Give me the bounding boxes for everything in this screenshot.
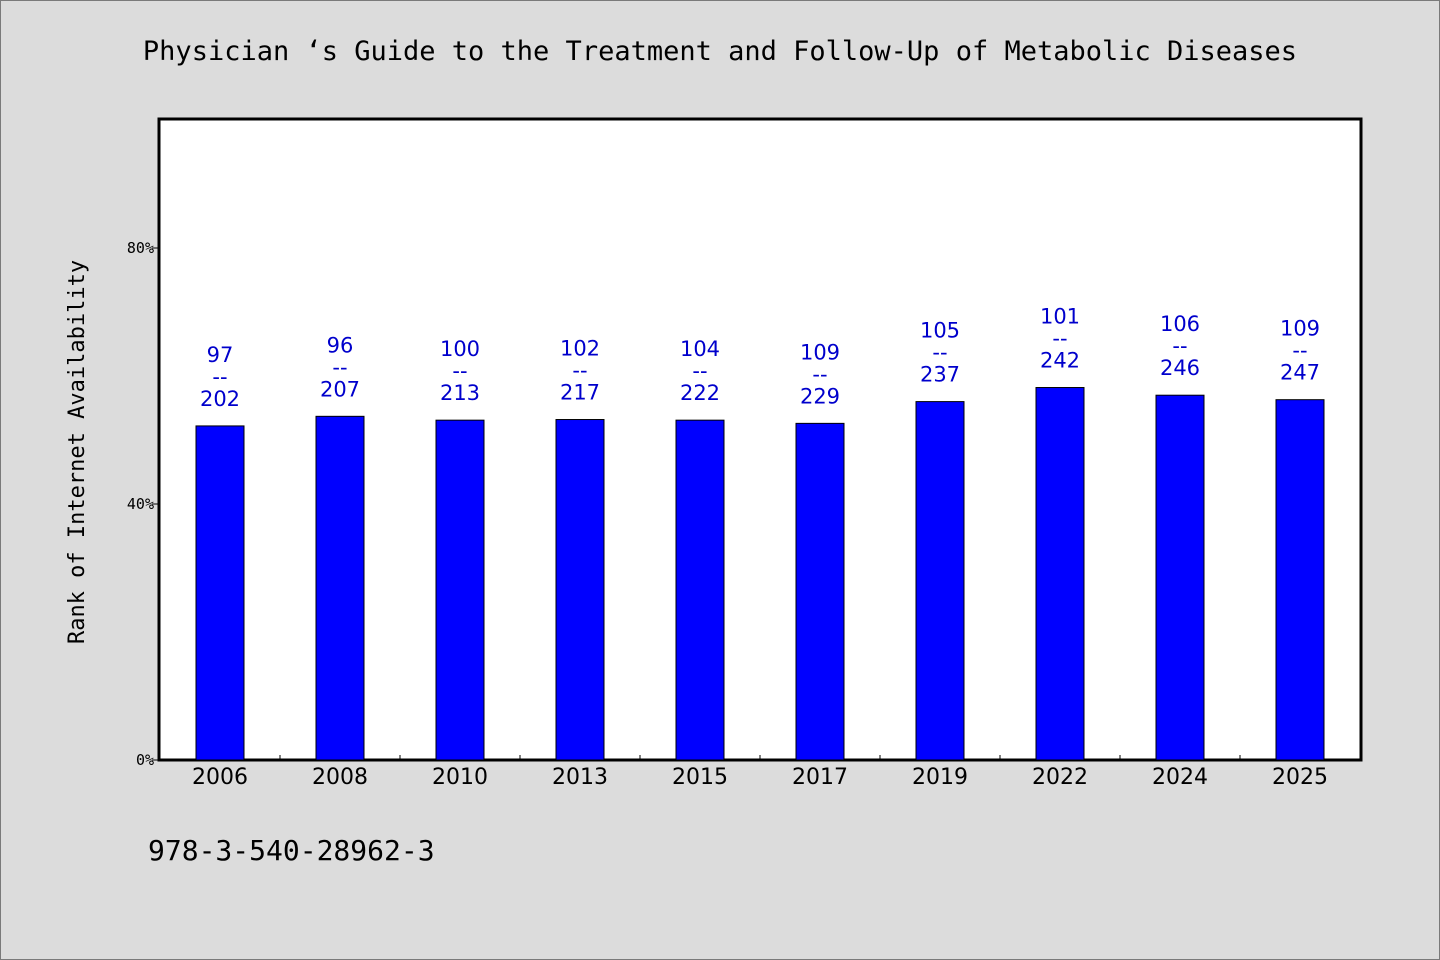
bar-label-bottom: 247	[1280, 361, 1320, 385]
x-tick-label: 2017	[792, 765, 848, 790]
x-tick-label: 2025	[1272, 765, 1328, 790]
bar-label-bottom: 237	[920, 363, 960, 387]
bar	[1035, 387, 1085, 761]
bar-label-separator: --	[812, 362, 827, 386]
bar-label-separator: --	[452, 359, 467, 383]
bar	[1155, 394, 1205, 761]
bar-label-bottom: 217	[560, 381, 600, 405]
bar	[435, 419, 485, 761]
bar-label-separator: --	[212, 365, 227, 389]
x-tick-label: 2022	[1032, 765, 1088, 790]
bar-label-top: 100	[440, 337, 480, 361]
bar	[555, 419, 605, 761]
bar-label-top: 104	[680, 337, 720, 361]
bar-label-separator: --	[692, 359, 707, 383]
bar-label-separator: --	[1292, 339, 1307, 363]
y-tick-label: 40%	[127, 495, 154, 513]
y-tick-label: 0%	[136, 751, 154, 769]
bar-label-top: 102	[560, 337, 600, 361]
bar	[1275, 399, 1325, 761]
bar-label-bottom: 213	[440, 381, 480, 405]
x-tick-label: 2008	[312, 765, 368, 790]
bar-label-top: 96	[327, 333, 354, 357]
y-tick-label: 80%	[127, 239, 154, 257]
chart-title: Physician ‘s Guide to the Treatment and …	[142, 36, 1298, 67]
bar-label-separator: --	[1052, 327, 1067, 351]
bar-label-top: 105	[920, 319, 960, 343]
isbn-footer: 978-3-540-28962-3	[148, 834, 435, 867]
bar-label-top: 101	[1040, 305, 1080, 329]
bar-label-bottom: 242	[1040, 349, 1080, 373]
bar-label-top: 97	[207, 343, 234, 367]
bar	[195, 425, 245, 761]
bar-label-bottom: 202	[200, 387, 240, 411]
bar-label-separator: --	[572, 359, 587, 383]
bar-label-bottom: 222	[680, 381, 720, 405]
bar	[795, 422, 845, 761]
x-tick-label: 2019	[912, 765, 968, 790]
y-axis-label: Rank of Internet Availability	[65, 260, 90, 644]
bar-label-top: 109	[1280, 317, 1320, 341]
bar	[915, 401, 965, 761]
bar-label-top: 106	[1160, 312, 1200, 336]
bar-label-top: 109	[800, 340, 840, 364]
bar-label-separator: --	[1172, 334, 1187, 358]
x-tick-label: 2015	[672, 765, 728, 790]
x-tick-label: 2006	[192, 765, 248, 790]
bar-label-bottom: 246	[1160, 356, 1200, 380]
x-tick-label: 2013	[552, 765, 608, 790]
bar	[315, 415, 365, 761]
bar-label-separator: --	[332, 355, 347, 379]
x-tick-label: 2010	[432, 765, 488, 790]
bar-label-bottom: 207	[320, 377, 360, 401]
x-tick-label: 2024	[1152, 765, 1208, 790]
bar-label-bottom: 229	[800, 384, 840, 408]
bar-label-separator: --	[932, 341, 947, 365]
bar	[675, 419, 725, 761]
